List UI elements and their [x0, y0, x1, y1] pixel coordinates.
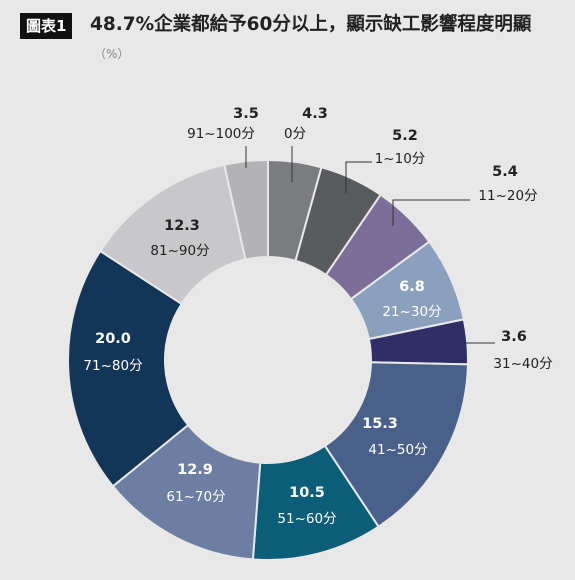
donut-hole	[166, 258, 370, 462]
category-label: 21~30分	[382, 304, 441, 320]
category-label: 51~60分	[277, 511, 336, 527]
value-label: 20.0	[95, 331, 131, 347]
value-label: 6.8	[399, 279, 425, 295]
value-label: 10.5	[289, 485, 325, 501]
value-label: 5.2	[392, 128, 418, 144]
leader-line-1~10分	[345, 161, 372, 193]
leader-lines	[245, 146, 495, 344]
slice-71~80分	[67, 249, 190, 488]
value-label: 5.4	[492, 164, 518, 180]
chart-header: 圖表1 48.7%企業都給予60分以上，顯示缺工影響程度明顯 （%）	[0, 0, 575, 80]
chart-unit: （%）	[94, 47, 130, 61]
value-label: 12.3	[164, 218, 200, 234]
category-label: 81~90分	[150, 243, 209, 259]
category-label: 0分	[284, 126, 306, 142]
donut-slices	[67, 158, 469, 561]
figure-badge: 圖表1	[20, 13, 73, 39]
value-label: 3.5	[233, 106, 259, 122]
value-label: 4.3	[302, 106, 328, 122]
chart-title-text: 48.7%企業都給予60分以上，顯示缺工影響程度明顯	[90, 14, 532, 35]
chart-title: 48.7%企業都給予60分以上，顯示缺工影響程度明顯 （%）	[90, 11, 560, 68]
category-label: 11~20分	[478, 188, 537, 204]
value-label: 3.6	[501, 329, 527, 345]
category-label: 1~10分	[375, 151, 426, 167]
slice-41~50分	[323, 361, 469, 529]
leader-line-11~20分	[392, 199, 470, 226]
category-label: 61~70分	[166, 489, 225, 505]
category-label: 41~50分	[368, 442, 427, 458]
category-label: 31~40分	[493, 356, 552, 372]
slice-labels: 4.3 0分 5.2 1~10分 5.4 11~20分 6.8 21~30分 3.6 31~40分…	[83, 106, 552, 527]
category-label: 71~80分	[83, 358, 142, 374]
slice-91~100分	[223, 158, 269, 261]
category-label: 91~100分	[187, 126, 255, 142]
value-label: 15.3	[362, 416, 398, 432]
value-label: 12.9	[177, 462, 213, 478]
